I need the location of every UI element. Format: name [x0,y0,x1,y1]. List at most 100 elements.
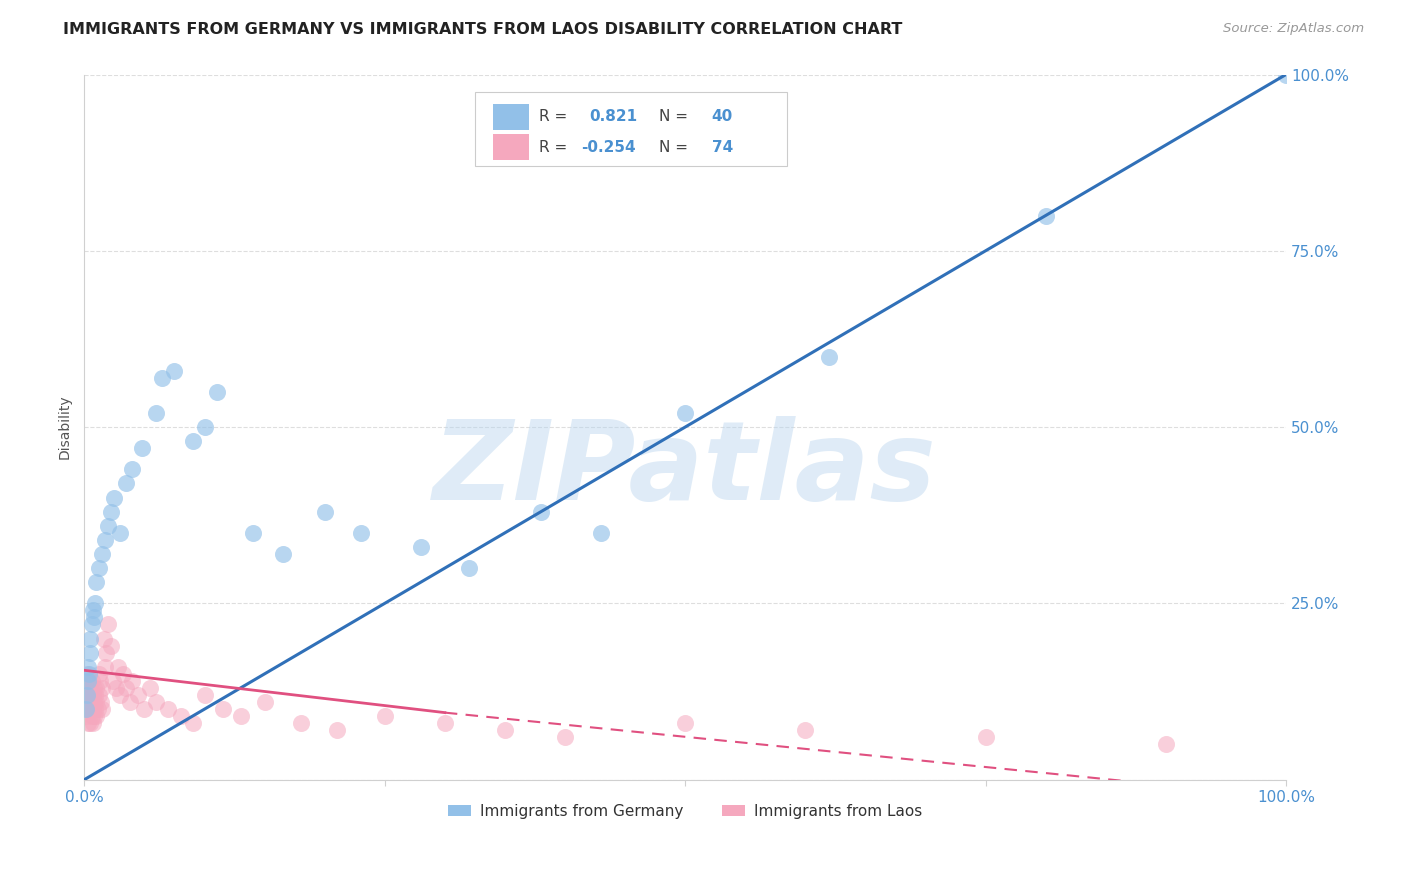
Text: ZIPatlas: ZIPatlas [433,416,936,523]
Point [121,673,143,688]
Point [110,688,132,702]
Point [86,709,108,723]
Point [374,709,396,723]
Point [152,370,174,384]
Point [75,702,97,716]
Point [77,702,100,716]
Point [87,561,110,575]
Text: 74: 74 [711,140,733,154]
Point [77,673,100,688]
Point [80,673,103,688]
Text: R =: R = [538,140,567,154]
Point [97,617,120,632]
Point [290,716,312,731]
Point [193,688,215,702]
Point [94,660,117,674]
Point [554,731,576,745]
Point [115,476,138,491]
Point [84,596,107,610]
Point [79,695,101,709]
Point [77,695,100,709]
Point [193,420,215,434]
Point [84,702,107,716]
Point [127,688,149,702]
Point [974,731,997,745]
Point [76,681,98,695]
Point [94,646,117,660]
Point [80,617,103,632]
Point [77,688,100,702]
Point [86,575,108,590]
Point [350,525,373,540]
Point [79,646,101,660]
Point [157,702,180,716]
Point [457,561,479,575]
Point [494,723,516,738]
Point [325,723,347,738]
Point [77,666,100,681]
Point [253,695,276,709]
Point [433,716,456,731]
FancyBboxPatch shape [494,104,529,129]
Point [86,681,108,695]
Text: 40: 40 [711,110,733,124]
Point [589,525,612,540]
Text: R =: R = [538,110,567,124]
Point [818,350,841,364]
Point [82,688,104,702]
Point [83,709,105,723]
Point [211,702,233,716]
Point [271,547,294,561]
Point [79,681,101,695]
Text: N =: N = [659,140,688,154]
Point [76,666,98,681]
Point [145,406,167,420]
Point [82,603,104,617]
Point [229,709,252,723]
Point [91,702,114,716]
Point [107,660,129,674]
FancyBboxPatch shape [475,92,787,166]
Point [205,384,228,399]
Point [409,540,432,554]
Point [77,660,100,674]
Point [1035,209,1057,223]
Point [181,434,204,449]
Point [134,702,156,716]
Point [121,462,143,476]
Point [94,533,117,547]
Point [93,632,115,646]
Point [77,716,100,731]
Point [97,518,120,533]
Point [111,666,134,681]
Point [77,688,100,702]
Point [794,723,817,738]
Text: -0.254: -0.254 [581,140,636,154]
Point [673,406,696,420]
Point [1154,737,1177,751]
FancyBboxPatch shape [494,135,529,160]
Point [115,681,138,695]
Point [80,709,103,723]
Text: 0.821: 0.821 [589,110,637,124]
Point [83,610,105,624]
Point [83,695,105,709]
Point [181,716,204,731]
Point [79,632,101,646]
Point [131,441,153,455]
Point [139,681,162,695]
Text: IMMIGRANTS FROM GERMANY VS IMMIGRANTS FROM LAOS DISABILITY CORRELATION CHART: IMMIGRANTS FROM GERMANY VS IMMIGRANTS FR… [63,22,903,37]
Point [83,681,105,695]
Point [169,709,191,723]
Point [314,505,336,519]
Point [90,695,112,709]
Point [89,673,111,688]
Point [87,666,110,681]
Point [242,525,264,540]
Point [530,505,553,519]
Point [82,716,104,731]
Y-axis label: Disability: Disability [58,395,72,459]
Point [75,702,97,716]
Legend: Immigrants from Germany, Immigrants from Laos: Immigrants from Germany, Immigrants from… [441,797,928,825]
Point [77,673,100,688]
